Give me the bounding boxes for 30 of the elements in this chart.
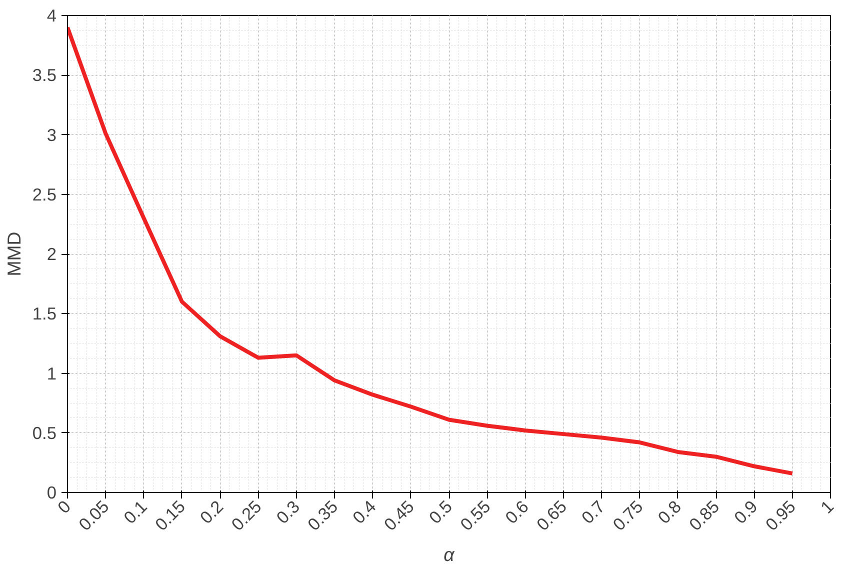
y-tick-label: 0 (46, 482, 57, 502)
y-tick-label: 0.5 (32, 422, 57, 443)
y-tick-label: 1.5 (32, 304, 57, 324)
x-tick-label: 0.5 (424, 496, 456, 528)
x-tick-label: 0.1 (120, 496, 151, 528)
y-tick-label: 1 (46, 363, 57, 384)
y-tick-label: 4 (46, 6, 57, 26)
x-tick-label: 0.9 (730, 496, 762, 528)
x-tick-label: 0.95 (761, 496, 800, 534)
x-tick-label: 0.7 (577, 496, 609, 528)
x-tick-label: 0.05 (74, 496, 113, 534)
y-tick-label: 3.5 (32, 65, 57, 86)
x-tick-label: 0.35 (304, 496, 342, 534)
line-series (68, 25, 794, 476)
y-tick-label: 2 (46, 244, 57, 264)
x-tick-label: 0.2 (196, 496, 228, 528)
x-tick-label: 0.45 (380, 496, 418, 534)
x-tick-label: 0.8 (654, 496, 685, 528)
x-tick-label: 0.55 (456, 496, 494, 534)
x-tick-label: 0.3 (272, 496, 304, 528)
x-tick-label: 1 (816, 496, 838, 518)
y-axis-title: MMD (3, 232, 24, 276)
x-axis-title: α (444, 544, 456, 565)
x-tick-label: 0.85 (685, 496, 724, 534)
x-tick-label: 0.25 (227, 496, 266, 534)
x-tick-label: 0.4 (348, 496, 380, 528)
y-tick-label: 2.5 (32, 184, 57, 204)
y-tick-label: 3 (46, 124, 57, 145)
x-tick-label: 0.75 (608, 496, 647, 534)
x-tick-label: 0.6 (501, 496, 532, 528)
